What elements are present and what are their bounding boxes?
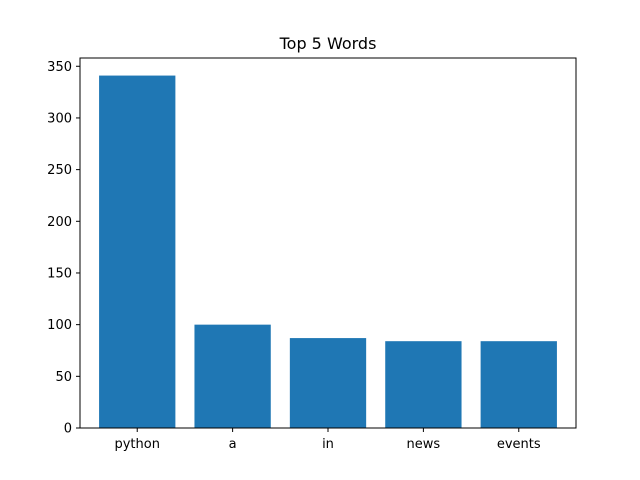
bar-python <box>99 75 176 429</box>
x-tick-label: a <box>229 437 237 452</box>
x-tick-label: news <box>407 437 441 452</box>
x-tick-label: in <box>322 437 334 452</box>
y-tick-label: 200 <box>47 215 72 230</box>
y-axis: 0 50 100 150 200 250 300 350 <box>47 60 80 437</box>
chart-title: Top 5 Words <box>279 34 377 53</box>
y-tick-label: 0 <box>64 422 72 437</box>
x-tick-label: events <box>497 437 541 452</box>
bar-events <box>480 341 557 428</box>
y-tick-label: 300 <box>47 111 72 126</box>
bars-group <box>99 75 557 429</box>
y-tick-label: 250 <box>47 163 72 178</box>
bar-news <box>385 341 462 428</box>
x-tick-label: python <box>114 437 159 452</box>
plot-frame <box>79 57 577 429</box>
bar-in <box>289 338 367 428</box>
y-tick-label: 350 <box>47 60 72 75</box>
y-tick-label: 150 <box>47 266 72 281</box>
y-tick-label: 100 <box>47 318 72 333</box>
y-tick-label: 50 <box>55 370 72 385</box>
x-axis: python a in news events <box>114 428 541 452</box>
bar-a <box>194 324 271 428</box>
